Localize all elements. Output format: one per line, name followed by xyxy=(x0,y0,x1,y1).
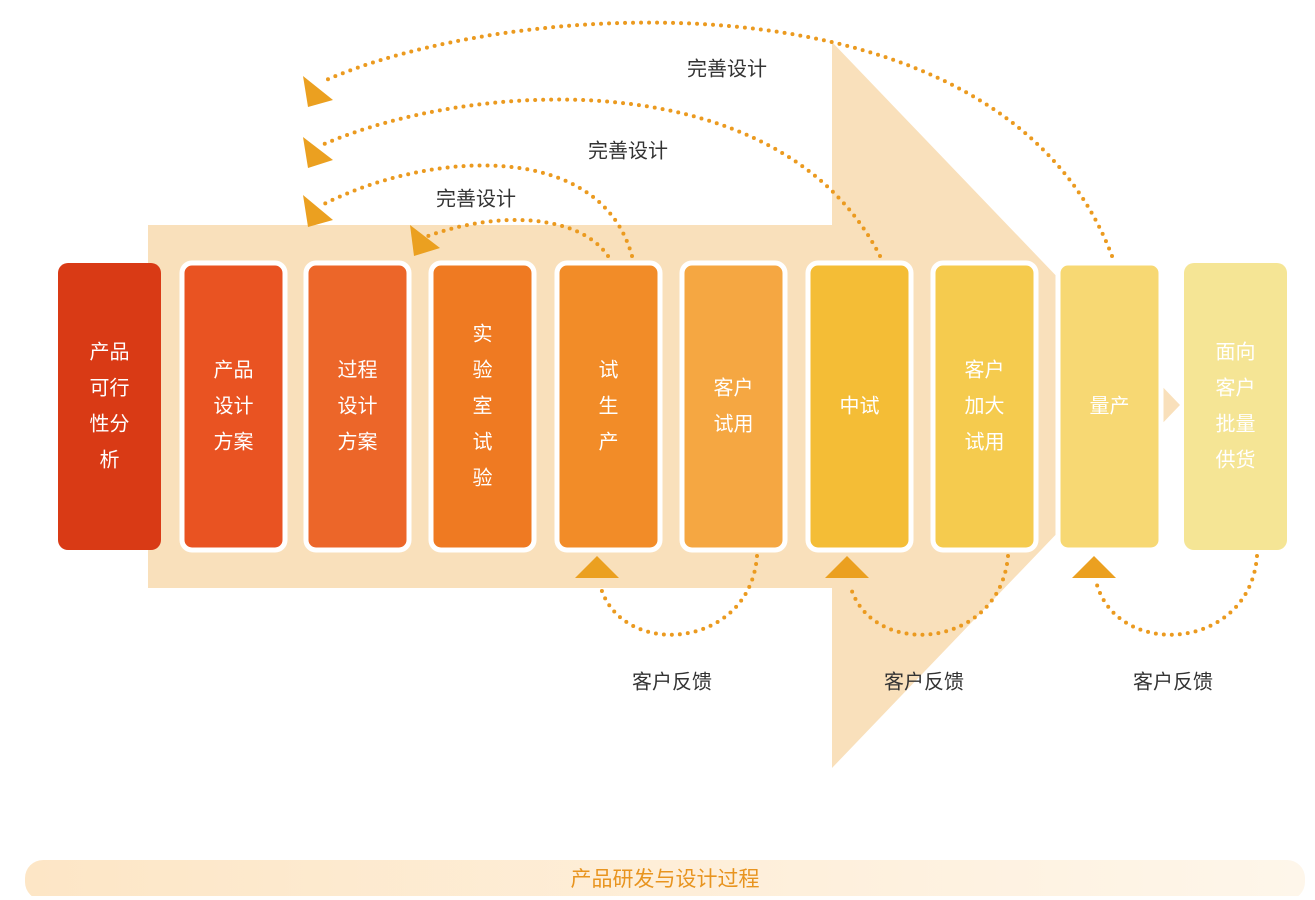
arrow-head xyxy=(303,137,333,168)
feedback-label: 客户反馈 xyxy=(884,670,964,694)
step-label: 试用 xyxy=(714,412,754,436)
arrow-head xyxy=(1072,556,1116,578)
feedback-arc xyxy=(1095,554,1259,637)
step-label: 方案 xyxy=(214,430,254,454)
arrow-head xyxy=(825,556,869,578)
step-label: 实 xyxy=(473,322,493,346)
step-label: 量产 xyxy=(1090,394,1130,418)
step-label: 客户 xyxy=(714,376,754,400)
step-label: 试 xyxy=(599,358,619,382)
feedback-arc xyxy=(598,554,759,637)
step-label: 析 xyxy=(100,448,120,472)
step-label: 中试 xyxy=(840,394,880,418)
arrow-head xyxy=(410,225,440,256)
step-label: 设计 xyxy=(338,394,378,418)
improve-label: 完善设计 xyxy=(687,57,767,81)
step-box xyxy=(58,263,161,550)
step-box xyxy=(1184,263,1287,550)
feedback-label: 客户反馈 xyxy=(632,670,712,694)
step-label: 产 xyxy=(599,430,619,454)
step-label: 室 xyxy=(473,394,493,418)
step-label: 过程 xyxy=(338,358,378,382)
step-label: 加大 xyxy=(965,394,1005,418)
feedback-label: 客户反馈 xyxy=(1133,670,1213,694)
step-label: 验 xyxy=(473,358,493,382)
improve-arc xyxy=(320,97,882,258)
step-box xyxy=(805,260,914,553)
step-label: 供货 xyxy=(1216,448,1256,472)
arrow-head xyxy=(575,556,619,578)
step-label: 性分 xyxy=(90,412,130,436)
step-label: 可行 xyxy=(90,376,130,400)
step-label: 方案 xyxy=(338,430,378,454)
improve-arc xyxy=(320,163,634,258)
step-label: 客户 xyxy=(965,358,1005,382)
step-label: 客户 xyxy=(1216,376,1256,400)
step-label: 试 xyxy=(473,430,493,454)
step-box xyxy=(679,260,788,553)
footer-title: 产品研发与设计过程 xyxy=(571,867,760,891)
step-label: 产品 xyxy=(214,358,254,382)
arrow-head xyxy=(303,76,333,107)
step-box xyxy=(303,260,412,553)
footer-bar xyxy=(25,860,1305,900)
step-label: 面向 xyxy=(1216,340,1256,364)
big-arrow xyxy=(148,42,1180,768)
improve-arc xyxy=(320,20,1114,258)
improve-label: 完善设计 xyxy=(436,187,516,211)
step-label: 试用 xyxy=(965,430,1005,454)
step-label: 生 xyxy=(599,394,619,418)
step-label: 产品 xyxy=(90,340,130,364)
step-label: 设计 xyxy=(214,394,254,418)
step-box xyxy=(554,260,663,553)
step-box xyxy=(179,260,288,553)
step-label: 批量 xyxy=(1216,412,1256,436)
step-label: 验 xyxy=(473,466,493,490)
improve-label: 完善设计 xyxy=(588,139,668,163)
feedback-arc xyxy=(848,554,1010,637)
step-box xyxy=(428,260,537,553)
step-box xyxy=(1055,260,1164,553)
step-box xyxy=(930,260,1039,553)
arrow-head xyxy=(303,195,333,227)
